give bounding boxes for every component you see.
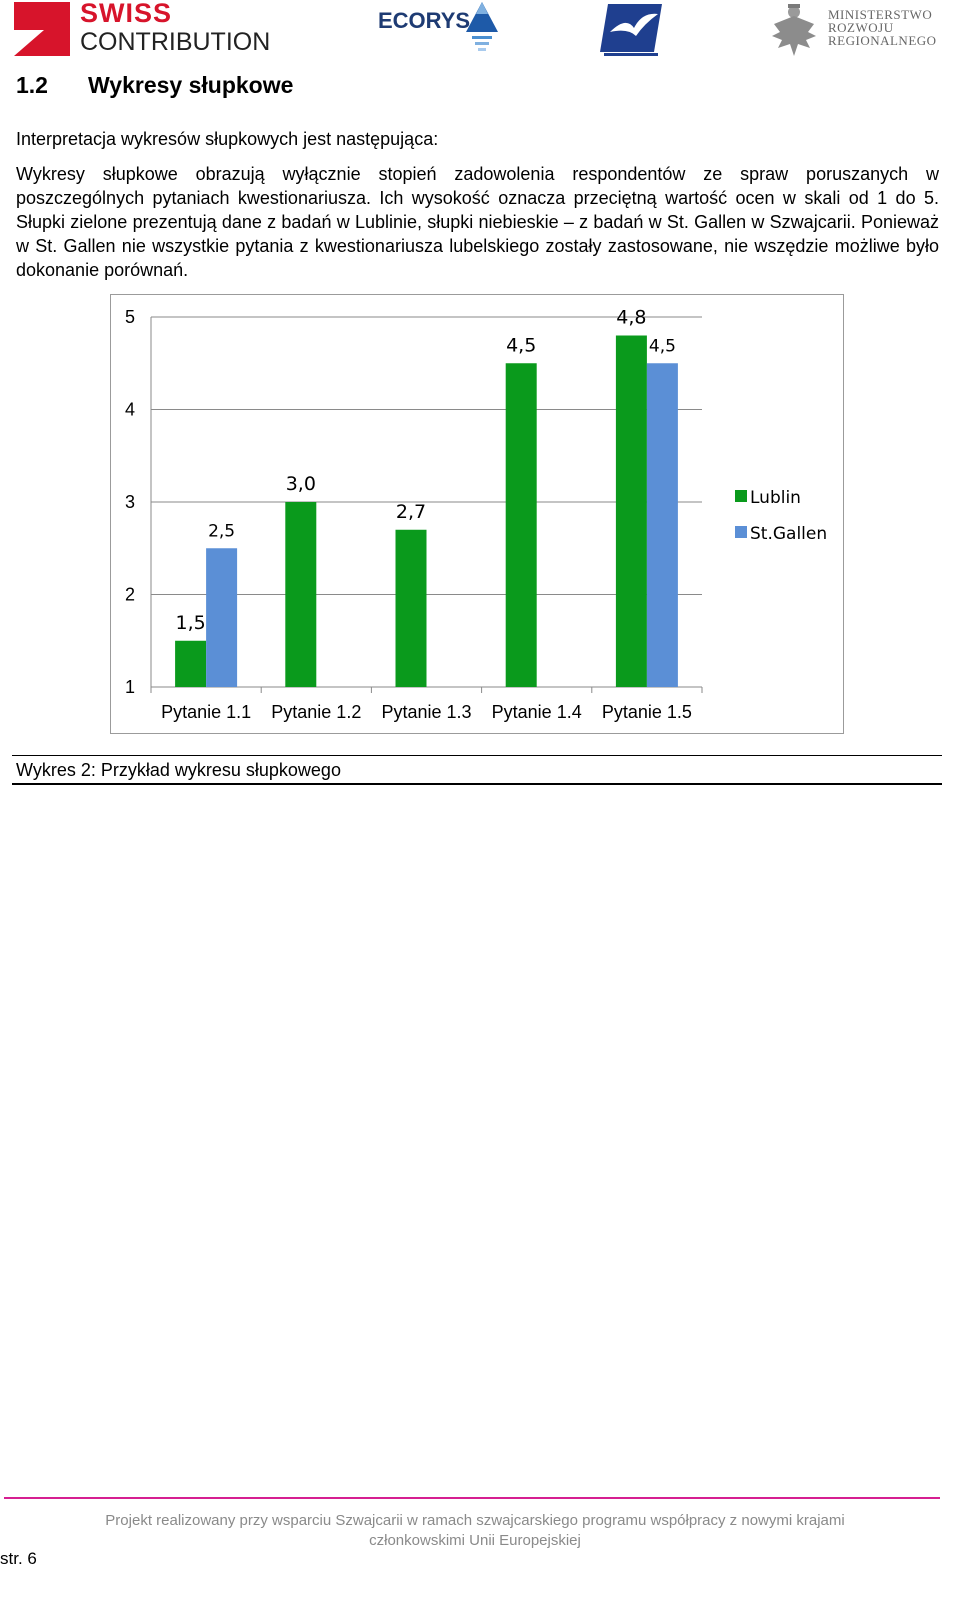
x-category-label: Pytanie 1.3 [381,702,471,722]
x-category-label: Pytanie 1.4 [492,702,582,722]
section-title: Wykresy słupkowe [88,72,294,98]
x-category-label: Pytanie 1.2 [271,702,361,722]
ecorys-mountain-icon [466,2,498,51]
data-label: 4,8 [616,307,646,329]
data-label: 3,0 [286,473,316,495]
legend-label: Lublin [750,488,801,508]
ecorys-logo-word: ECORYS [378,8,471,33]
caption-top-rule [12,755,942,756]
y-tick-label: 1 [125,677,135,697]
bird-emblem-logo [598,2,664,58]
data-label: 4,5 [649,336,676,356]
legend-swatch [735,490,747,502]
figure-caption: Wykres 2: Przykład wykresu słupkowego [16,760,341,780]
polish-eagle-icon [772,4,816,56]
data-label: 2,5 [208,521,235,541]
x-category-label: Pytanie 1.5 [602,702,692,722]
data-label: 4,5 [506,334,536,356]
swiss-logo-word: SWISS [80,0,173,28]
ecorys-logo: ECORYS [378,2,503,58]
bar-lublin [505,363,537,687]
x-category-label: Pytanie 1.1 [161,702,251,722]
ministry-name: MINISTERSTWO ROZWOJU REGIONALNEGO [828,8,937,47]
body-paragraph: Wykresy słupkowe obrazują wyłącznie stop… [16,164,939,280]
swiss-contribution-logo: SWISS CONTRIBUTION [14,0,282,58]
y-tick-label: 2 [125,585,135,605]
swiss-flag-icon [14,2,70,56]
legend-label: St.Gallen [750,524,827,544]
section-number: 1.2 [16,72,48,98]
page-number: str. 6 [0,1549,37,1568]
bar-lublin [615,335,647,687]
ministry-line-3: REGIONALNEGO [828,33,937,48]
y-tick-label: 4 [125,400,135,420]
bar-lublin [285,502,317,687]
data-label: 2,7 [396,501,426,523]
data-label: 1,5 [175,612,205,634]
bar-chart-svg: 1 2 3 4 5 Pytanie 1.1 1,5 2,5 Pytanie 1.2 3,0 Pyta… [125,307,827,723]
contribution-logo-word: CONTRIBUTION [80,28,271,56]
ministry-line-1: MINISTERSTWO [828,7,933,22]
footer-line-1: Projekt realizowany przy wsparciu Szwajc… [105,1512,845,1529]
legend-swatch [735,526,747,538]
footer-rule [4,1497,940,1499]
footer-line-2: członkowskimi Unii Europejskiej [369,1532,581,1549]
bar-lublin [175,640,207,687]
section-heading: 1.2 Wykresy słupkowe [16,72,293,99]
bar-lublin [395,529,427,687]
caption-bottom-rule [12,783,942,785]
seagull-emblem-icon [600,4,662,56]
footer-text: Projekt realizowany przy wsparciu Szwajc… [60,1511,890,1551]
bar-stgallen [206,548,238,687]
intro-text: Interpretacja wykresów słupkowych jest n… [16,129,439,149]
y-tick-label: 3 [125,492,135,512]
ministry-line-2: ROZWOJU [828,20,894,35]
bar-stgallen [646,363,678,687]
bar-chart: 1 2 3 4 5 Pytanie 1.1 1,5 2,5 Pytanie 1.2 3,0 Pyta… [110,294,844,734]
ministry-logo: MINISTERSTWO ROZWOJU REGIONALNEGO [766,2,946,58]
y-tick-label: 5 [125,307,135,327]
